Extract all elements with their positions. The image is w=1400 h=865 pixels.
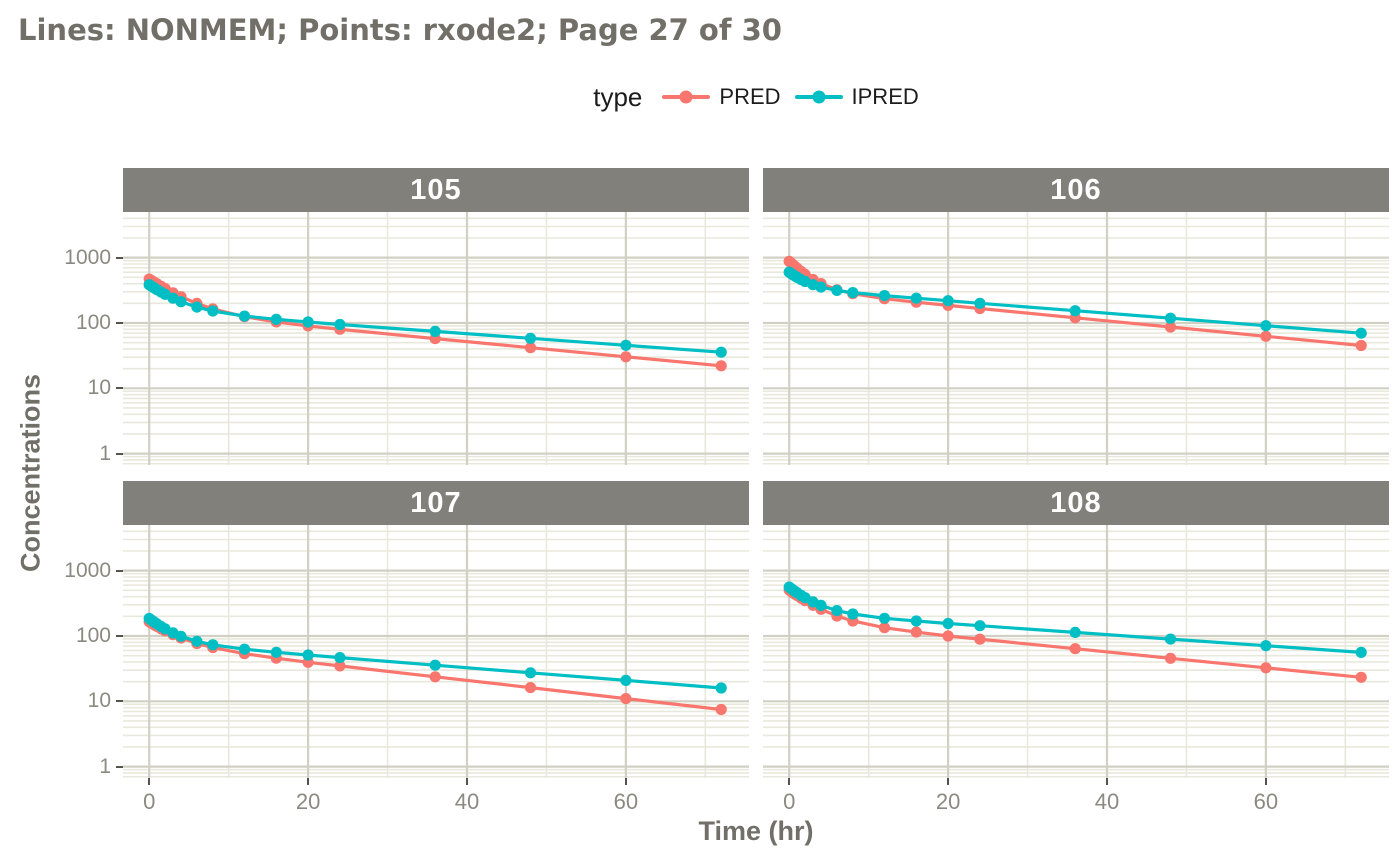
y-tick-label: 10 [87,689,111,713]
facet-panel-106 [763,212,1389,465]
x-tick-label: 40 [1094,789,1120,814]
x-tick-mark [624,778,627,785]
x-tick-mark [947,778,950,785]
legend: type PRED IPRED [123,80,1389,114]
y-axis-title: Concentrations [15,373,46,573]
ipred-points [143,612,727,694]
y-tick-label: 1 [99,754,111,778]
facet-strip-106: 106 [763,168,1389,212]
y-tick-label: 1000 [64,245,111,269]
facet-panel-105 [123,212,749,465]
x-tick-mark [466,778,468,785]
legend-item-pred: PRED [662,83,781,111]
x-tick-mark [1264,778,1267,785]
y-tick-mark [116,256,123,259]
facet-strip-107: 107 [123,481,749,525]
y-tick-mark [116,322,123,324]
y-tick-mark [116,387,123,390]
y-tick-label: 1 [99,441,111,465]
ipred-points [783,581,1367,658]
x-tick-label: 0 [783,789,796,814]
y-tick-label: 100 [75,624,111,647]
facet-panel-107 [123,525,749,778]
facet-strip-label: 105 [410,173,462,206]
facet-strip-label: 106 [1050,173,1102,206]
y-tick-label: 1000 [64,558,111,582]
legend-item-ipred: IPRED [794,83,919,111]
y-tick-mark [116,700,123,703]
ipred-legend-key-icon [794,90,843,104]
ipred-points [783,266,1367,339]
facet-strip-105: 105 [123,168,749,212]
x-axis-title: Time (hr) [698,816,814,846]
x-tick-label: 20 [295,789,321,814]
facet-strip-108: 108 [763,481,1389,525]
facet-panel-108 [763,525,1389,778]
y-tick-mark [116,569,123,572]
y-tick-label: 100 [75,311,111,334]
y-tick-label: 10 [87,376,111,400]
x-tick-mark [1106,778,1108,785]
x-tick-label: 60 [613,789,639,814]
x-tick-mark [307,778,310,785]
page-title: Lines: NONMEM; Points: rxode2; Page 27 o… [18,13,782,47]
y-tick-mark [116,635,123,637]
x-tick-label: 40 [454,789,480,814]
x-tick-label: 60 [1253,789,1279,814]
x-tick-mark [148,778,151,785]
x-tick-label: 20 [935,789,961,814]
y-tick-mark [116,452,123,455]
x-axis-title-wrap: Time (hr) [123,816,1389,847]
legend-item-label: PRED [719,84,781,109]
ipred-points [143,279,727,358]
facet-strip-label: 107 [410,486,462,519]
x-tick-mark [788,778,791,785]
facet-strip-label: 108 [1050,486,1102,519]
legend-item-label: IPRED [851,84,919,109]
x-tick-label: 0 [143,789,156,814]
legend-title: type [593,81,643,112]
y-tick-mark [116,765,123,768]
pred-legend-key-icon [662,90,711,104]
